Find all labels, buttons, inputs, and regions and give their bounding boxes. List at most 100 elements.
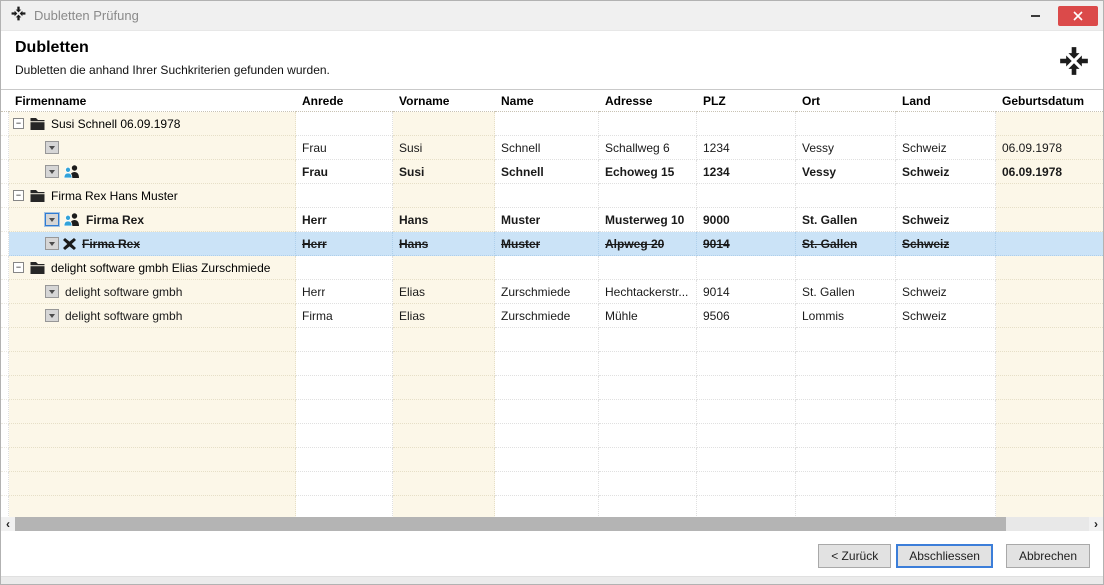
cell-geburtsdatum: [996, 496, 1103, 517]
duplicates-table: Firmenname Anrede Vorname Name Adresse PLZ Ort…: [1, 89, 1103, 517]
cell-value: St. Gallen: [802, 236, 858, 251]
include-checkbox[interactable]: [45, 237, 59, 250]
cell-vorname: Hans: [393, 232, 495, 256]
collapse-expander-icon[interactable]: −: [13, 262, 24, 273]
cell-geburtsdatum: [996, 352, 1103, 376]
duplicate-row[interactable]: delight software gmbh Firma Elias Zurschmie…: [1, 304, 1103, 328]
cell-vorname: [393, 112, 495, 136]
window-controls: [1020, 6, 1098, 26]
cell-firmenname: [9, 448, 296, 472]
include-checkbox[interactable]: [45, 309, 59, 322]
cell-adresse: [599, 376, 697, 400]
cell-vorname: [393, 448, 495, 472]
duplicate-row[interactable]: delight software gmbh Herr Elias Zurschmied…: [1, 280, 1103, 304]
include-checkbox[interactable]: [45, 285, 59, 298]
cell-vorname: [393, 472, 495, 496]
cell-value: Schweiz: [902, 236, 950, 251]
column-header-name[interactable]: Name: [495, 90, 599, 112]
page-header: Dubletten Dubletten die anhand Ihrer Suc…: [1, 31, 1103, 89]
cell-value: Muster: [501, 236, 541, 251]
duplicate-row[interactable]: Firma Rex Herr Hans Muster Musterweg 10 9000 S…: [1, 208, 1103, 232]
column-header-land[interactable]: Land: [896, 90, 996, 112]
column-header-adresse[interactable]: Adresse: [599, 90, 697, 112]
scroll-right-button[interactable]: ›: [1089, 517, 1103, 531]
include-checkbox[interactable]: [45, 141, 59, 154]
cell-value: 1234: [703, 164, 730, 179]
cell-geburtsdatum: [996, 472, 1103, 496]
cell-land: Schweiz: [896, 232, 996, 256]
cell-land: Schweiz: [896, 280, 996, 304]
cell-vorname: [393, 400, 495, 424]
back-button[interactable]: < Zurück: [818, 544, 892, 568]
duplicate-row[interactable]: Frau Susi Schnell Echoweg 15 1234 Vessy Schwei…: [1, 160, 1103, 184]
cell-value: Schweiz: [902, 164, 950, 179]
group-row[interactable]: − delight software gmbh Elias Zurschmied…: [1, 256, 1103, 280]
footer: < Zurück Abschliessen Abbrechen: [1, 531, 1103, 584]
cell-ort: St. Gallen: [796, 208, 896, 232]
cell-land: Schweiz: [896, 208, 996, 232]
cell-anrede: [296, 112, 393, 136]
group-row[interactable]: − Firma Rex Hans Muster: [1, 184, 1103, 208]
cell-geburtsdatum: [996, 400, 1103, 424]
cell-value: Vessy: [802, 164, 837, 179]
include-checkbox[interactable]: [45, 165, 59, 178]
scrollbar-thumb[interactable]: [15, 517, 1006, 531]
column-header-ort[interactable]: Ort: [796, 90, 896, 112]
column-header-firmenname[interactable]: Firmenname: [9, 90, 296, 112]
cell-vorname: [393, 376, 495, 400]
grid-corner: [1, 90, 9, 112]
cell-anrede: [296, 448, 393, 472]
cell-anrede: [296, 256, 393, 280]
cell-plz: [697, 376, 796, 400]
row-margin-cell: [1, 376, 9, 400]
column-header-plz[interactable]: PLZ: [697, 90, 796, 112]
cell-firmenname: [9, 472, 296, 496]
cell-land: [896, 256, 996, 280]
compress-arrows-icon: [1059, 46, 1089, 81]
collapse-expander-icon[interactable]: −: [13, 190, 24, 201]
include-checkbox[interactable]: [45, 213, 59, 226]
folder-icon: [30, 117, 45, 130]
column-header-anrede[interactable]: Anrede: [296, 90, 393, 112]
group-label: delight software gmbh Elias Zurschmiede: [51, 260, 271, 275]
row-margin-cell: [1, 304, 9, 328]
cell-ort: [796, 400, 896, 424]
cell-anrede: Herr: [296, 232, 393, 256]
cell-value: Schweiz: [902, 140, 947, 155]
row-margin-cell: [1, 232, 9, 256]
cell-adresse: [599, 352, 697, 376]
cell-value: Hans: [399, 212, 429, 227]
page-subtitle: Dubletten die anhand Ihrer Suchkriterien…: [15, 63, 330, 77]
row-margin-cell: [1, 256, 9, 280]
cancel-button[interactable]: Abbrechen: [1005, 544, 1090, 568]
cell-firmenname: [9, 376, 296, 400]
cell-vorname: [393, 184, 495, 208]
cell-vorname: [393, 424, 495, 448]
cell-name: [495, 424, 599, 448]
cell-name: [495, 112, 599, 136]
group-row[interactable]: − Susi Schnell 06.09.1978: [1, 112, 1103, 136]
duplicate-row[interactable]: Frau Susi Schnell Schallweg 6 1234 Vessy Schwe…: [1, 136, 1103, 160]
cell-anrede: [296, 472, 393, 496]
close-button[interactable]: [1058, 6, 1098, 26]
cell-value: delight software gmbh: [65, 308, 183, 323]
cell-land: [896, 496, 996, 517]
finish-button[interactable]: Abschliessen: [896, 544, 993, 568]
cell-value: Schnell: [501, 164, 544, 179]
minimize-button[interactable]: [1020, 6, 1050, 26]
footer-buttons: < Zurück Abschliessen Abbrechen: [818, 544, 1090, 568]
collapse-expander-icon[interactable]: −: [13, 118, 24, 129]
empty-row: [1, 472, 1103, 496]
duplicate-row[interactable]: Firma Rex Herr Hans Muster Alpweg 20 9014 St. …: [1, 232, 1103, 256]
scrollbar-track[interactable]: [1006, 517, 1089, 531]
cell-value: Zurschmiede: [501, 284, 571, 299]
cell-value: delight software gmbh: [65, 284, 183, 299]
cell-ort: [796, 256, 896, 280]
cell-plz: 9014: [697, 280, 796, 304]
column-header-geburtsdatum[interactable]: Geburtsdatum: [996, 90, 1103, 112]
cell-name: [495, 448, 599, 472]
scroll-left-button[interactable]: ‹: [1, 517, 15, 531]
cell-anrede: [296, 400, 393, 424]
column-header-vorname[interactable]: Vorname: [393, 90, 495, 112]
